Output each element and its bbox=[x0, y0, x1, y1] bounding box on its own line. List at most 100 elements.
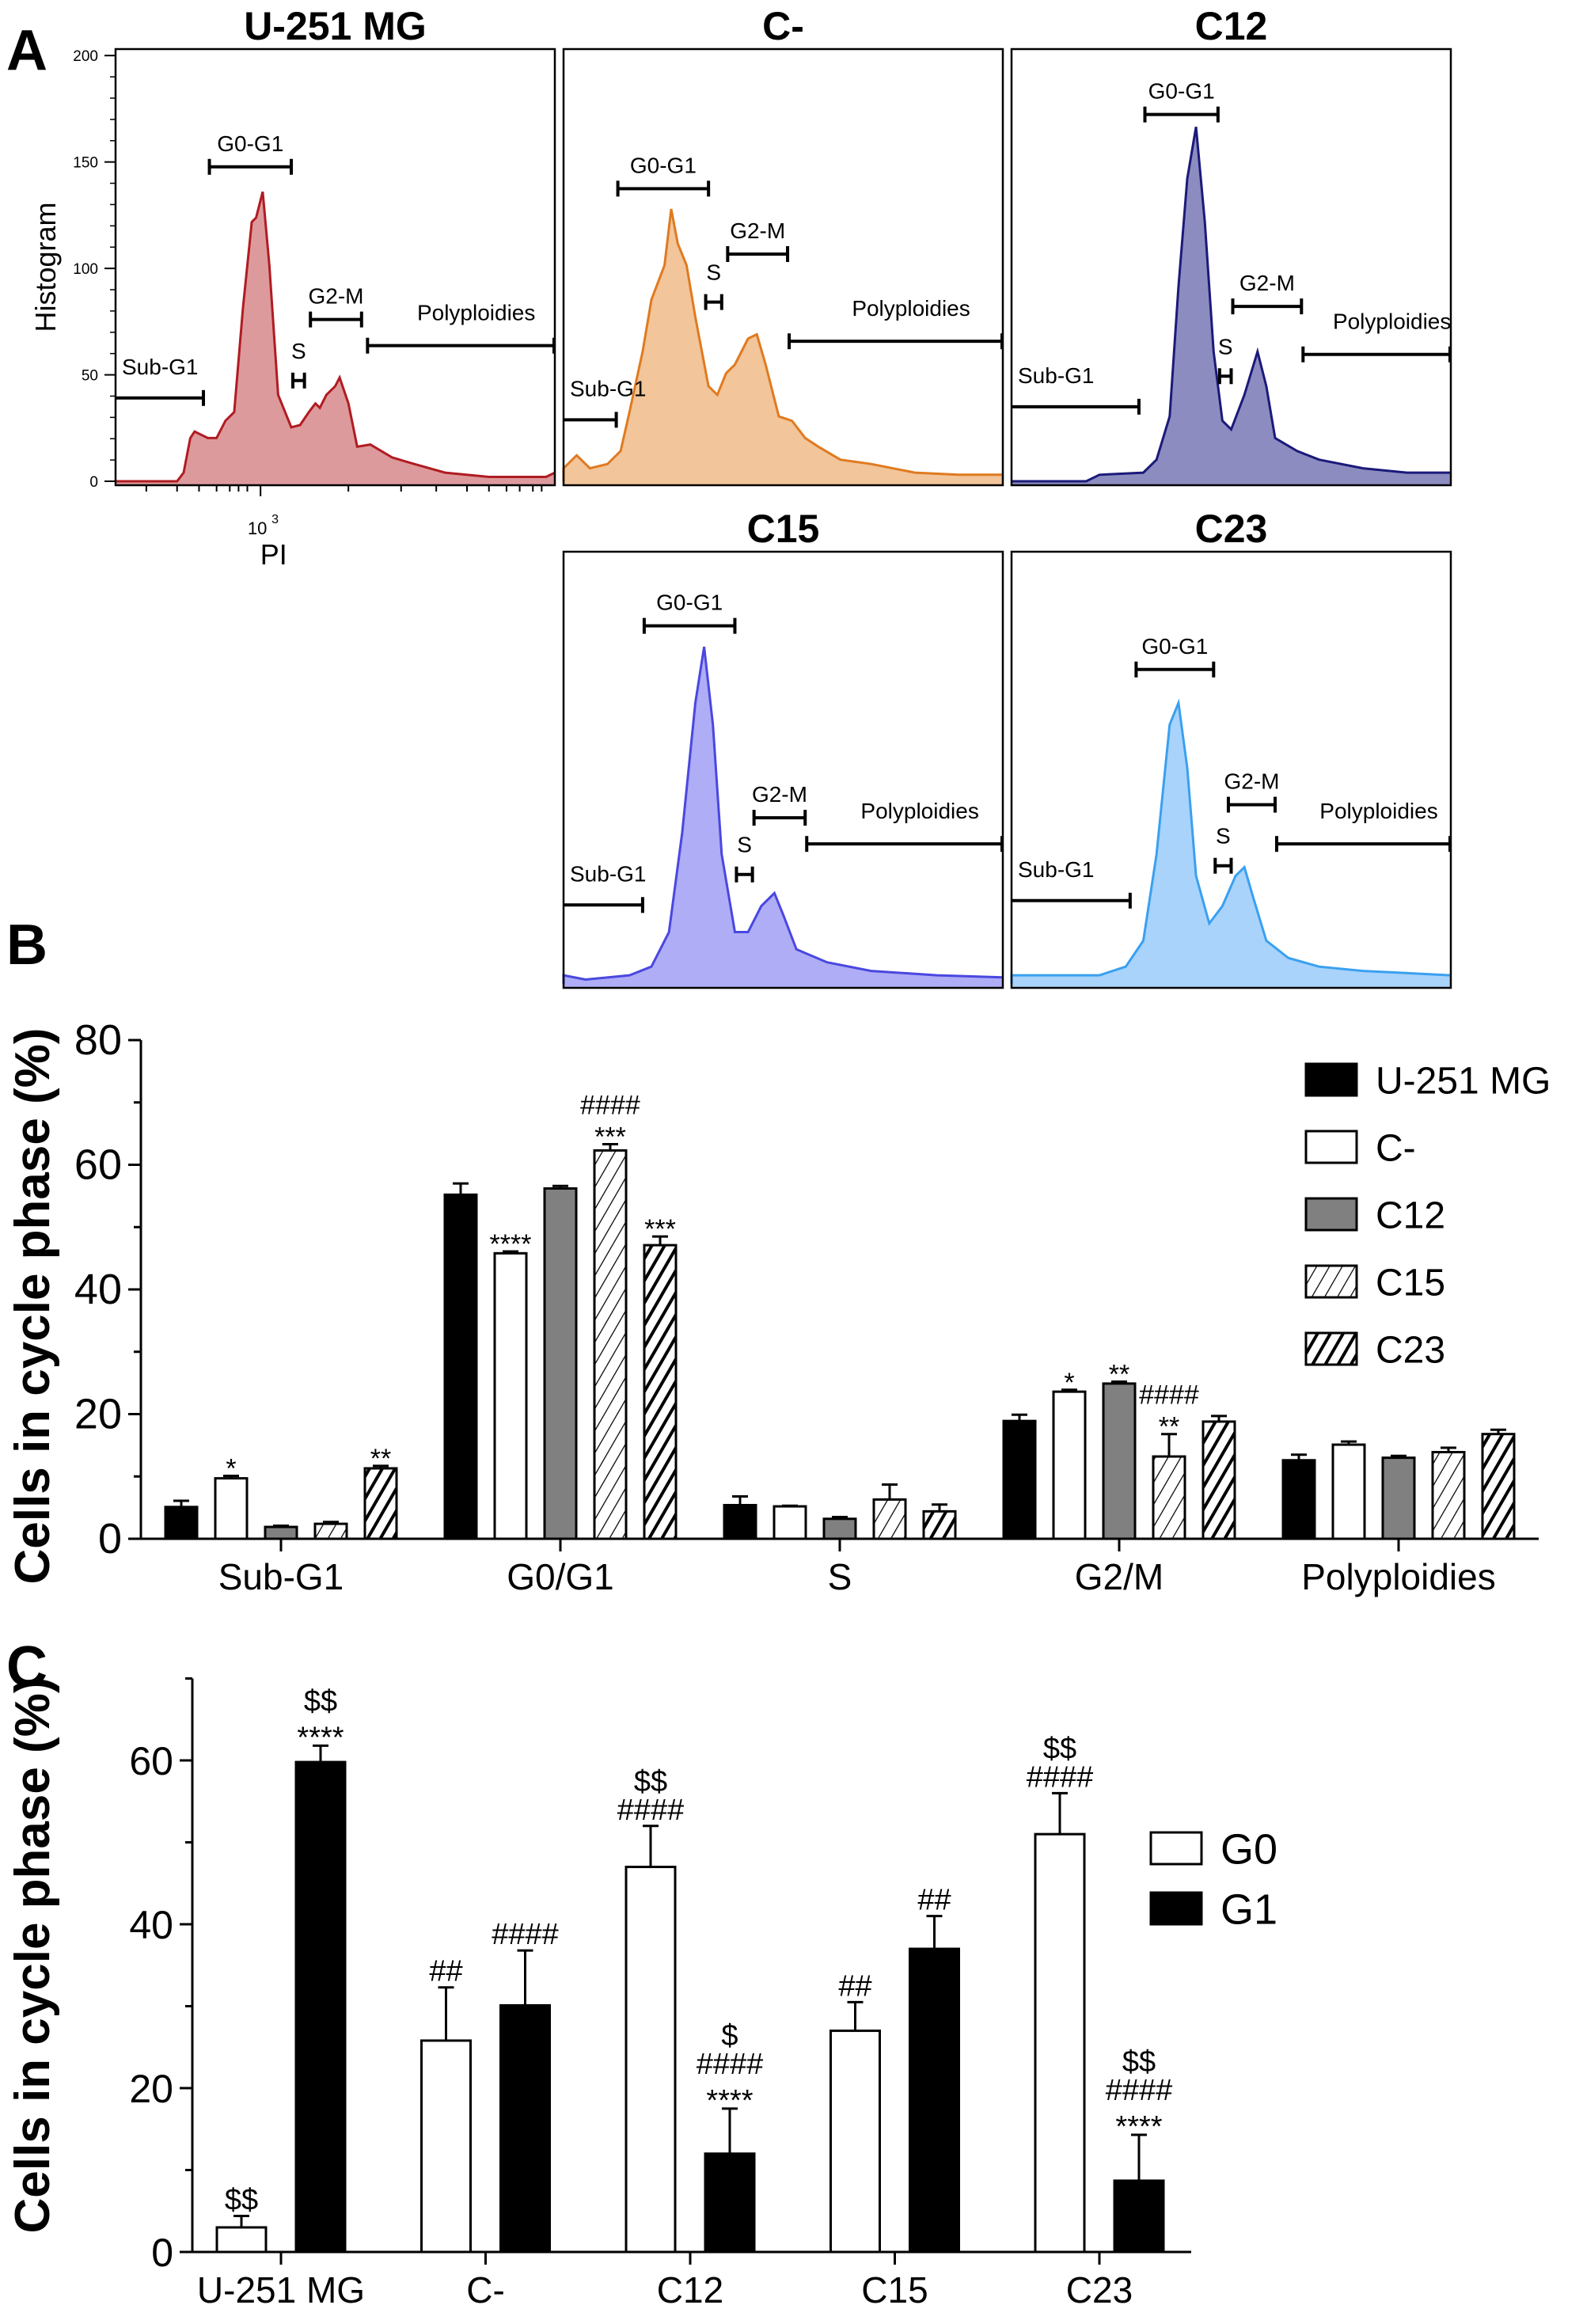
x-tick-label: Polyploidies bbox=[1301, 1556, 1495, 1597]
gate-g0-g1: G0-G1 bbox=[207, 131, 293, 175]
bar bbox=[922, 1509, 957, 1540]
legend-swatch bbox=[1304, 1331, 1358, 1366]
y-tick-label: 60 bbox=[74, 1141, 122, 1189]
legend-label: C23 bbox=[1376, 1329, 1445, 1371]
gate-label: Polyploidies bbox=[417, 301, 535, 325]
bar bbox=[909, 1947, 960, 2254]
bar bbox=[1113, 2179, 1165, 2254]
gate-g2-m: G2-M bbox=[309, 284, 364, 328]
bar-group-c- bbox=[773, 1504, 807, 1540]
histogram-2: C- Sub-G1 G0-G1 S G2-M Polyploidies bbox=[562, 4, 1004, 487]
legend-swatch bbox=[1304, 1062, 1358, 1097]
gate-label: S bbox=[1218, 334, 1233, 359]
gate-label: Polyploidies bbox=[852, 296, 970, 321]
bar bbox=[1102, 1382, 1137, 1540]
bar-group-u-251-mg bbox=[164, 1499, 199, 1540]
significance-annotation: * bbox=[1064, 1368, 1074, 1398]
significance-annotation: * bbox=[226, 1453, 236, 1483]
y-tick-label: 20 bbox=[129, 2067, 173, 2111]
significance-annotation: ** bbox=[1109, 1360, 1129, 1390]
gate-g0-g1: G0-G1 bbox=[616, 153, 711, 197]
bar-group-c- bbox=[1331, 1440, 1366, 1540]
bar-group-c12 bbox=[543, 1184, 578, 1540]
bar bbox=[643, 1244, 678, 1540]
bar-group-c23 bbox=[1481, 1428, 1516, 1540]
x-tick-label: G2/M bbox=[1075, 1556, 1164, 1597]
bar bbox=[1431, 1451, 1466, 1540]
bar bbox=[499, 2003, 551, 2254]
gate-s: S bbox=[1218, 334, 1233, 385]
bar bbox=[872, 1498, 907, 1540]
gate-label: Sub-G1 bbox=[570, 861, 647, 886]
gate-label: Sub-G1 bbox=[122, 355, 199, 379]
panel-label-c: C bbox=[6, 1635, 47, 1699]
histogram-title: C23 bbox=[1195, 507, 1268, 551]
bar-group-g0: ## bbox=[829, 1969, 881, 2254]
bar bbox=[1481, 1433, 1516, 1540]
gate-label: S bbox=[706, 260, 721, 285]
bar-group-c12: ** bbox=[1102, 1360, 1137, 1540]
bar bbox=[313, 1522, 348, 1540]
y-tick-label: 200 bbox=[73, 48, 98, 65]
gate-label: G0-G1 bbox=[630, 153, 697, 177]
significance-annotation: ## bbox=[429, 1955, 462, 1988]
bar-group-g0: $$ bbox=[215, 2183, 268, 2254]
bar bbox=[624, 1866, 677, 2254]
bar bbox=[773, 1505, 807, 1540]
legend-item: G0 bbox=[1149, 1825, 1277, 1873]
x-tick-label: C- bbox=[466, 2269, 505, 2311]
legend-item: C15 bbox=[1304, 1262, 1445, 1304]
gate-polyploidies: Polyploidies bbox=[788, 296, 1004, 350]
significance-annotation: #### bbox=[1139, 1380, 1199, 1411]
bar-group-c-: * bbox=[214, 1453, 249, 1540]
significance-annotation: **** bbox=[490, 1229, 532, 1259]
y-tick-label: 0 bbox=[151, 2231, 173, 2275]
gate-s: S bbox=[1213, 824, 1233, 874]
y-tick-label: 150 bbox=[73, 155, 98, 172]
gate-label: Sub-G1 bbox=[1018, 363, 1095, 388]
bar bbox=[704, 2152, 756, 2254]
panel-label-a: A bbox=[6, 19, 47, 82]
bar bbox=[1052, 1390, 1087, 1540]
bar bbox=[822, 1517, 857, 1540]
legend-label: G0 bbox=[1220, 1825, 1277, 1873]
significance-annotation: $ bbox=[721, 2019, 738, 2052]
histogram-1: U-251 MG Sub-G1 G0-G1 S G2-M Polyploidies 0 50 1… bbox=[29, 4, 556, 571]
histogram-fill bbox=[1012, 703, 1451, 988]
bar bbox=[443, 1193, 478, 1540]
bar-group-u-251-mg bbox=[1002, 1413, 1037, 1540]
histogram-frame bbox=[114, 47, 556, 487]
x-tick-label: U-251 MG bbox=[197, 2269, 365, 2311]
significance-annotation: $$ bbox=[634, 1765, 667, 1798]
significance-annotation: #### bbox=[1027, 1760, 1094, 1794]
bar bbox=[264, 1525, 298, 1540]
gate-s: S bbox=[291, 339, 306, 389]
bar-group-c15 bbox=[313, 1521, 348, 1540]
bar-group-u-251-mg bbox=[723, 1494, 757, 1540]
panel-b-bar-chart: 0 20 40 60 80 Cells in cycle phase (%) Sub-G1 *… bbox=[6, 1016, 1551, 1597]
histogram-title: C- bbox=[762, 4, 804, 48]
y-tick-label: 50 bbox=[82, 368, 98, 385]
gate-sub-g1: Sub-G1 bbox=[1012, 857, 1132, 909]
significance-annotation: ## bbox=[917, 1884, 951, 1917]
bar-group-c12 bbox=[264, 1524, 298, 1540]
x-tick-label: C15 bbox=[861, 2269, 928, 2311]
significance-annotation: #### bbox=[617, 1794, 685, 1827]
y-axis-label: Cells in cycle phase (%) bbox=[6, 1028, 60, 1585]
histogram-curve bbox=[562, 208, 1003, 481]
histogram-title: C12 bbox=[1195, 4, 1268, 48]
gate-polyploidies: Polyploidies bbox=[1275, 799, 1452, 853]
gate-polyploidies: Polyploidies bbox=[805, 799, 1004, 853]
significance-annotation: **** bbox=[1115, 2110, 1162, 2144]
y-tick-label: 40 bbox=[129, 1903, 173, 1947]
significance-annotation: ** bbox=[1159, 1412, 1179, 1442]
gate-label: Sub-G1 bbox=[1018, 857, 1095, 882]
y-tick-label: 20 bbox=[74, 1391, 122, 1438]
y-axis-label: Histogram bbox=[29, 202, 62, 332]
legend-item: G1 bbox=[1149, 1885, 1277, 1933]
x-tick-label: Sub-G1 bbox=[218, 1556, 344, 1597]
bar bbox=[294, 1760, 347, 2254]
legend-label: C12 bbox=[1376, 1194, 1445, 1236]
gate-label: G2-M bbox=[309, 284, 364, 309]
